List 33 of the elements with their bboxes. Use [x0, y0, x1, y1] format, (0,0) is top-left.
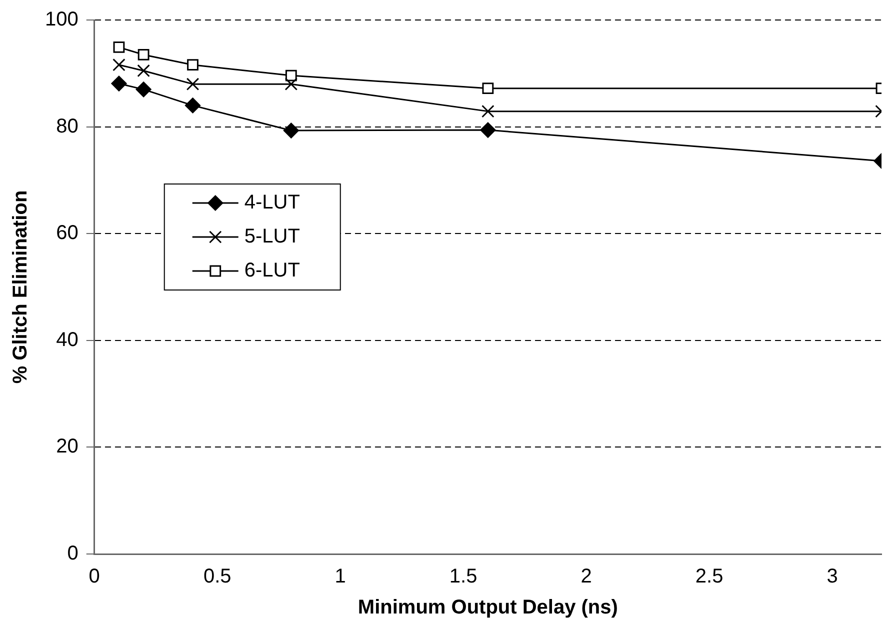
y-tick-label: 80 [56, 115, 78, 138]
point [285, 70, 297, 82]
point [284, 78, 298, 90]
x-tick-label: 3 [826, 566, 838, 588]
y-tick-label: 40 [56, 328, 78, 351]
x-tick-label: 0.5 [203, 566, 232, 588]
y-tick-label: 100 [44, 8, 78, 31]
y-tick-label: 60 [56, 222, 78, 244]
point [185, 98, 201, 114]
point [136, 82, 152, 98]
x-tick-label: 2.5 [695, 566, 724, 588]
point [186, 78, 200, 90]
point [480, 122, 496, 138]
x-tick-label: 1 [334, 566, 346, 588]
x-tick-label: 2 [580, 566, 592, 588]
y-tick-label: 20 [56, 436, 78, 458]
point [482, 104, 494, 118]
legend-label: 5-LUT [244, 226, 300, 248]
legend-label: 4-LUT [244, 192, 300, 214]
x-axis-title: Minimum Output Delay (ns) [358, 596, 618, 619]
point [482, 82, 494, 94]
y-axis-title: % Glitch Elimination [10, 190, 32, 384]
x-tick-label: 1.5 [449, 566, 478, 588]
legend-label: 6-LUT [244, 260, 300, 282]
point [137, 64, 150, 78]
point [112, 58, 126, 72]
point [187, 59, 198, 71]
y-tick-label: 0 [67, 542, 78, 565]
point [138, 49, 150, 60]
point [111, 76, 127, 92]
point [283, 122, 299, 138]
point [113, 42, 125, 53]
x-tick-label: 0 [88, 566, 100, 588]
